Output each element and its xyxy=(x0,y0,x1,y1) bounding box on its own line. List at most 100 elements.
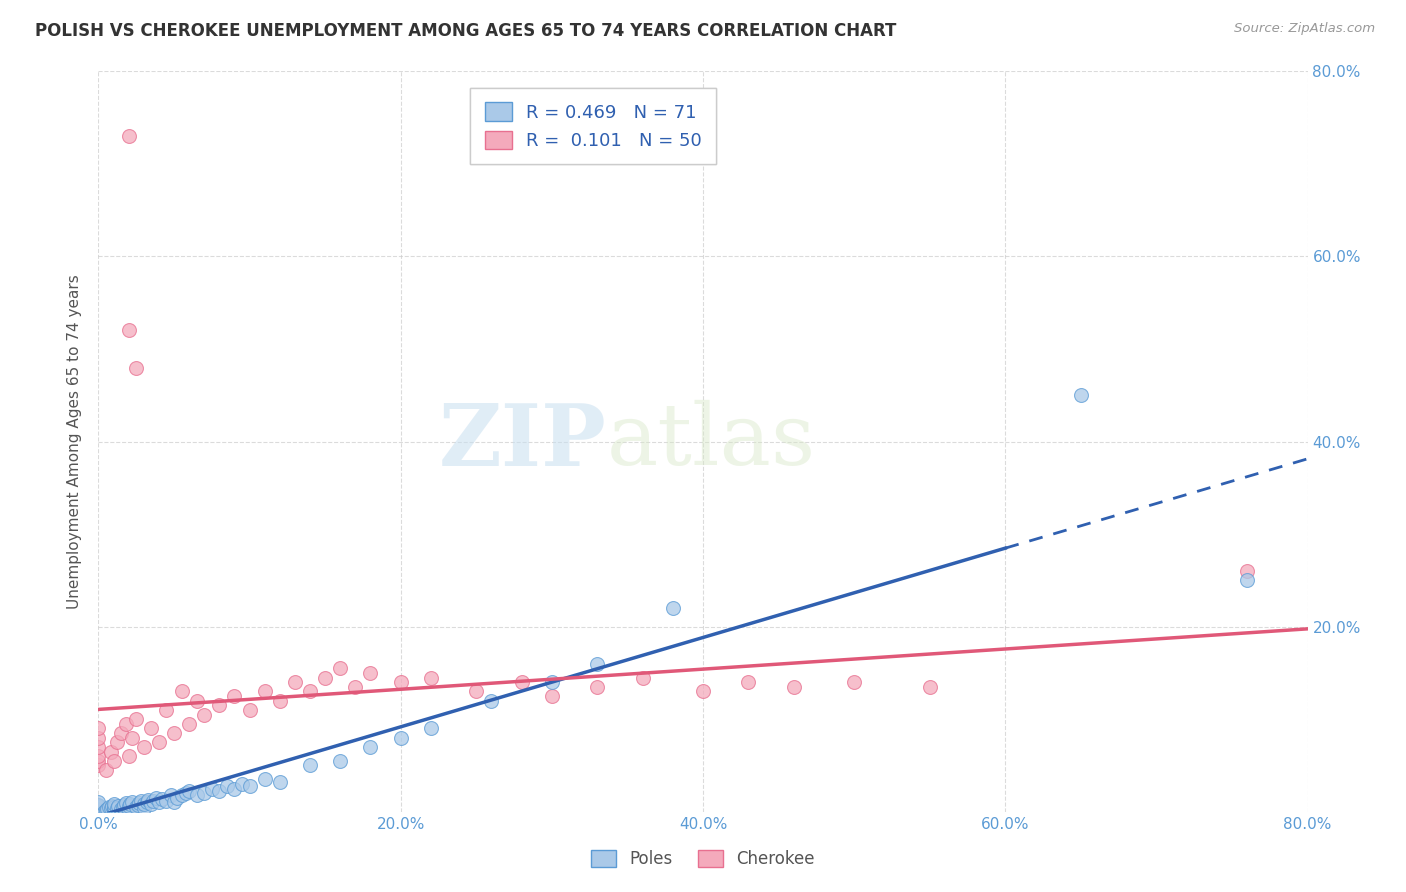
Point xyxy=(269,775,291,789)
Point xyxy=(299,758,322,772)
Point xyxy=(163,726,186,740)
Point xyxy=(215,779,238,793)
Point xyxy=(170,684,193,698)
Point xyxy=(103,797,125,812)
Point xyxy=(142,794,165,808)
Point xyxy=(103,802,125,816)
Point xyxy=(155,794,177,808)
Point xyxy=(121,731,143,745)
Point xyxy=(103,754,125,768)
Point xyxy=(389,675,412,690)
Point xyxy=(186,788,208,802)
Point xyxy=(269,694,291,708)
Point xyxy=(420,671,443,685)
Point xyxy=(299,684,322,698)
Point xyxy=(253,684,276,698)
Point xyxy=(118,749,141,764)
Point xyxy=(540,675,562,690)
Point xyxy=(224,689,246,703)
Point xyxy=(135,796,157,810)
Point xyxy=(87,805,110,819)
Text: atlas: atlas xyxy=(606,400,815,483)
Point xyxy=(141,722,163,736)
Point xyxy=(105,735,128,749)
Point xyxy=(465,684,488,698)
Legend: Poles, Cherokee: Poles, Cherokee xyxy=(585,843,821,875)
Point xyxy=(87,722,110,736)
Point xyxy=(844,675,866,690)
Point xyxy=(179,716,201,731)
Text: POLISH VS CHEROKEE UNEMPLOYMENT AMONG AGES 65 TO 74 YEARS CORRELATION CHART: POLISH VS CHEROKEE UNEMPLOYMENT AMONG AG… xyxy=(35,22,897,40)
Point xyxy=(107,799,129,814)
Point xyxy=(1070,388,1092,402)
Point xyxy=(344,680,367,694)
Point xyxy=(186,694,208,708)
Point xyxy=(1236,574,1258,588)
Point xyxy=(114,797,136,811)
Point xyxy=(103,805,125,819)
Point xyxy=(98,800,121,814)
Y-axis label: Unemployment Among Ages 65 to 74 years: Unemployment Among Ages 65 to 74 years xyxy=(67,274,83,609)
Point xyxy=(148,735,170,749)
Point xyxy=(93,805,115,819)
Point xyxy=(166,790,188,805)
Text: Source: ZipAtlas.com: Source: ZipAtlas.com xyxy=(1234,22,1375,36)
Point xyxy=(87,805,110,819)
Point xyxy=(208,784,231,798)
Point xyxy=(631,671,654,685)
Point xyxy=(105,801,128,815)
Point xyxy=(239,703,262,717)
Point xyxy=(586,657,609,671)
Point xyxy=(737,675,759,690)
Point xyxy=(148,796,170,810)
Point xyxy=(94,763,117,777)
Point xyxy=(360,739,382,754)
Point xyxy=(193,786,215,800)
Point xyxy=(239,779,262,793)
Point xyxy=(87,731,110,745)
Point xyxy=(163,796,186,810)
Point xyxy=(132,797,155,812)
Point xyxy=(112,798,135,813)
Point xyxy=(170,788,193,802)
Point xyxy=(586,680,609,694)
Point xyxy=(314,671,336,685)
Point xyxy=(329,661,352,675)
Point xyxy=(87,799,110,814)
Point xyxy=(120,797,142,812)
Point xyxy=(155,703,177,717)
Point xyxy=(145,790,167,805)
Point xyxy=(114,716,136,731)
Point xyxy=(208,698,231,713)
Point xyxy=(87,796,110,810)
Point xyxy=(125,712,148,726)
Point xyxy=(118,129,141,144)
Point xyxy=(420,722,443,736)
Point xyxy=(96,802,118,816)
Point xyxy=(110,726,132,740)
Point xyxy=(127,798,149,813)
Point xyxy=(100,801,122,815)
Point xyxy=(121,796,143,810)
Point xyxy=(329,754,352,768)
Point xyxy=(103,800,125,814)
Point xyxy=(110,802,132,816)
Point xyxy=(201,781,224,796)
Text: ZIP: ZIP xyxy=(439,400,606,483)
Point xyxy=(132,739,155,754)
Point xyxy=(87,803,110,817)
Point xyxy=(101,799,124,814)
Point xyxy=(224,781,246,796)
Point xyxy=(918,680,941,694)
Point xyxy=(87,754,110,768)
Point xyxy=(87,758,110,772)
Point xyxy=(87,802,110,816)
Point xyxy=(100,745,122,759)
Point xyxy=(661,601,683,615)
Point xyxy=(118,324,141,338)
Point xyxy=(118,803,141,817)
Point xyxy=(510,675,533,690)
Point xyxy=(1236,564,1258,578)
Point xyxy=(87,749,110,764)
Point xyxy=(125,800,148,814)
